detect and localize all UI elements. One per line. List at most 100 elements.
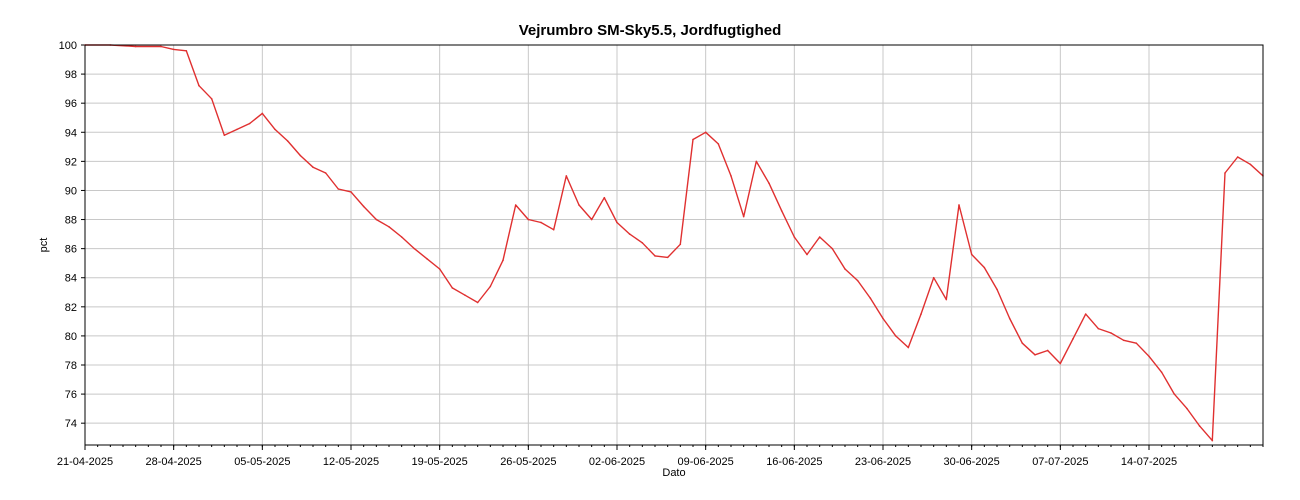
data-point <box>590 218 593 221</box>
data-point <box>324 172 327 174</box>
data-point <box>806 253 808 256</box>
y-tick-label: 96 <box>65 98 77 110</box>
data-point <box>1224 172 1226 174</box>
data-point <box>1148 355 1150 358</box>
data-point <box>818 236 821 238</box>
data-point <box>413 247 416 250</box>
data-point <box>1122 339 1125 342</box>
data-point <box>1084 313 1087 315</box>
x-tick-label: 23-06-2025 <box>855 456 911 468</box>
y-tick-label: 76 <box>65 389 77 401</box>
data-point <box>540 221 542 224</box>
y-tick-label: 78 <box>65 360 77 372</box>
data-point <box>1046 349 1049 352</box>
x-tick-label: 09-06-2025 <box>678 456 734 468</box>
data-point <box>793 236 796 238</box>
y-tick-label: 86 <box>65 244 77 256</box>
y-tick-label: 82 <box>65 302 77 314</box>
data-point <box>1236 156 1239 158</box>
data-point <box>299 154 302 157</box>
chart-title: Vejrumbro SM-Sky5.5, Jordfugtighed <box>519 22 782 39</box>
x-tick-label: 14-07-2025 <box>1121 456 1177 468</box>
x-tick-label: 30-06-2025 <box>944 456 1000 468</box>
x-tick-label: 02-06-2025 <box>589 456 645 468</box>
data-point <box>1021 342 1024 344</box>
data-point <box>438 268 441 270</box>
data-point <box>198 84 200 87</box>
data-point <box>172 48 175 51</box>
data-point <box>780 210 783 212</box>
data-point <box>856 279 859 282</box>
data-point <box>527 218 530 221</box>
x-axis-label: Dato <box>662 467 685 479</box>
data-point <box>666 256 669 259</box>
data-point <box>932 276 935 279</box>
data-point <box>388 226 390 228</box>
data-point <box>185 50 188 52</box>
data-point <box>1034 354 1036 356</box>
data-point <box>692 138 694 141</box>
x-tick-label: 07-07-2025 <box>1032 456 1088 468</box>
data-point <box>223 134 226 136</box>
data-point <box>742 215 745 218</box>
data-point <box>844 268 846 270</box>
data-point <box>476 301 479 304</box>
y-tick-label: 90 <box>65 185 77 197</box>
data-point <box>704 131 707 134</box>
data-point <box>882 317 884 320</box>
data-point <box>362 205 365 208</box>
data-point <box>337 188 340 190</box>
y-tick-label: 80 <box>65 331 77 343</box>
data-point <box>1211 439 1214 442</box>
data-point <box>451 287 454 289</box>
data-point <box>730 175 732 177</box>
data-point <box>1059 362 1062 365</box>
data-point <box>768 182 770 184</box>
y-tick-label: 92 <box>65 156 77 168</box>
data-point <box>654 255 656 257</box>
data-point <box>1173 393 1176 395</box>
data-point <box>603 196 606 199</box>
x-tick-label: 16-06-2025 <box>766 456 822 468</box>
data-point <box>983 266 986 269</box>
data-point <box>1110 332 1112 334</box>
data-point <box>160 45 162 48</box>
data-point <box>616 221 618 224</box>
data-point <box>565 175 568 177</box>
y-tick-label: 74 <box>65 418 77 430</box>
x-tick-label: 05-05-2025 <box>234 456 290 468</box>
x-tick-label: 12-05-2025 <box>323 456 379 468</box>
data-point <box>831 247 834 250</box>
data-point <box>236 128 238 131</box>
data-point <box>920 313 922 315</box>
data-point <box>261 112 264 115</box>
data-point <box>248 122 251 125</box>
data-point <box>679 243 682 246</box>
data-point <box>717 143 720 145</box>
data-point <box>641 242 644 244</box>
data-point <box>426 258 428 260</box>
y-tick-label: 100 <box>59 40 77 52</box>
x-tick-label: 26-05-2025 <box>500 456 556 468</box>
y-tick-label: 88 <box>65 215 77 227</box>
data-point <box>350 191 352 193</box>
data-point <box>1072 338 1074 340</box>
data-point <box>945 298 948 301</box>
data-point <box>894 335 897 337</box>
data-point <box>1160 371 1163 374</box>
data-point <box>210 98 213 100</box>
x-tick-label: 21-04-2025 <box>57 456 113 468</box>
data-point <box>274 128 276 131</box>
data-point <box>489 285 492 288</box>
grid-lines <box>84 44 1263 445</box>
data-point <box>514 204 517 206</box>
data-point <box>996 288 998 291</box>
data-point <box>502 259 504 262</box>
data-point <box>1186 407 1188 410</box>
data-point <box>375 218 378 221</box>
x-axis-ticks: 21-04-2025 28-04-2025 05-05-2025 12-05-2025… <box>57 445 1264 468</box>
data-point <box>970 253 973 256</box>
data-point <box>312 166 314 168</box>
data-point <box>1135 342 1138 344</box>
